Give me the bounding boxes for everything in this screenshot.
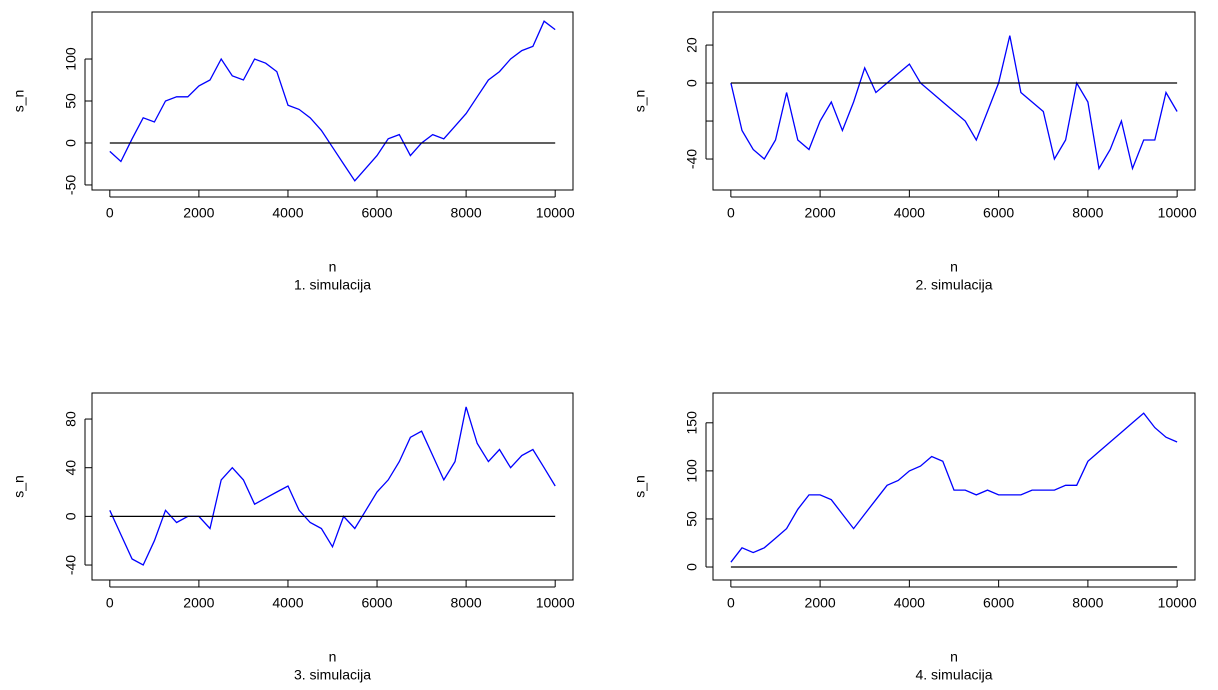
- x-tick-label: 6000: [983, 595, 1014, 611]
- x-tick-label: 4000: [894, 595, 925, 611]
- x-tick-label: 8000: [451, 205, 482, 221]
- plot-box: [712, 392, 1196, 581]
- data-line: [109, 406, 556, 566]
- x-tick-label: 6000: [983, 205, 1014, 221]
- x-tick-label: 6000: [361, 595, 392, 611]
- x-axis-label: n: [950, 649, 958, 665]
- x-tick-label: 2000: [183, 595, 214, 611]
- y-tick-label: 150: [684, 411, 700, 435]
- data-line: [730, 35, 1178, 171]
- plot-box: [91, 392, 574, 581]
- data-line: [109, 20, 556, 182]
- x-axis-label: n: [329, 649, 337, 665]
- x-tick-label: 4000: [272, 595, 303, 611]
- x-tick-label: 0: [727, 205, 735, 221]
- x-tick-label: 2000: [805, 205, 836, 221]
- x-tick-label: 0: [106, 205, 114, 221]
- x-tick-label: 10000: [536, 595, 575, 611]
- x-axis-label: n: [950, 259, 958, 275]
- y-tick-label: 50: [63, 93, 79, 109]
- y-tick-label: 0: [63, 139, 79, 147]
- x-tick-label: 0: [106, 595, 114, 611]
- x-tick-label: 8000: [1072, 205, 1103, 221]
- x-axis-label: n: [329, 259, 337, 275]
- y-tick-label: 80: [63, 411, 79, 427]
- subtitle: 4. simulacija: [915, 667, 992, 683]
- x-tick-label: 8000: [1072, 595, 1103, 611]
- y-tick-label: 100: [63, 47, 79, 71]
- y-tick-label: 50: [684, 511, 700, 527]
- y-tick-label: 0: [684, 563, 700, 571]
- x-tick-label: 2000: [805, 595, 836, 611]
- x-tick-label: 2000: [183, 205, 214, 221]
- x-tick-label: 4000: [894, 205, 925, 221]
- subtitle: 3. simulacija: [294, 667, 371, 683]
- x-tick-label: 10000: [1158, 205, 1197, 221]
- y-tick-label: 40: [63, 460, 79, 476]
- y-axis-label: s_n: [632, 475, 648, 498]
- x-tick-label: 10000: [536, 205, 575, 221]
- y-axis-label: s_n: [11, 90, 27, 113]
- x-tick-label: 6000: [361, 205, 392, 221]
- y-axis-label: s_n: [11, 475, 27, 498]
- y-tick-label: -50: [63, 175, 79, 195]
- y-tick-label: 20: [684, 37, 700, 53]
- plot-box: [91, 11, 574, 191]
- y-tick-label: 0: [63, 512, 79, 520]
- x-tick-label: 0: [727, 595, 735, 611]
- subtitle: 1. simulacija: [294, 277, 371, 293]
- data-line: [730, 412, 1178, 563]
- subtitle: 2. simulacija: [915, 277, 992, 293]
- plot-box: [712, 11, 1196, 191]
- x-tick-label: 8000: [451, 595, 482, 611]
- y-axis-label: s_n: [632, 90, 648, 113]
- x-tick-label: 4000: [272, 205, 303, 221]
- y-tick-label: -40: [684, 149, 700, 169]
- y-tick-label: 100: [684, 459, 700, 483]
- x-tick-label: 10000: [1158, 595, 1197, 611]
- y-tick-label: -40: [63, 555, 79, 575]
- y-tick-label: 0: [684, 79, 700, 87]
